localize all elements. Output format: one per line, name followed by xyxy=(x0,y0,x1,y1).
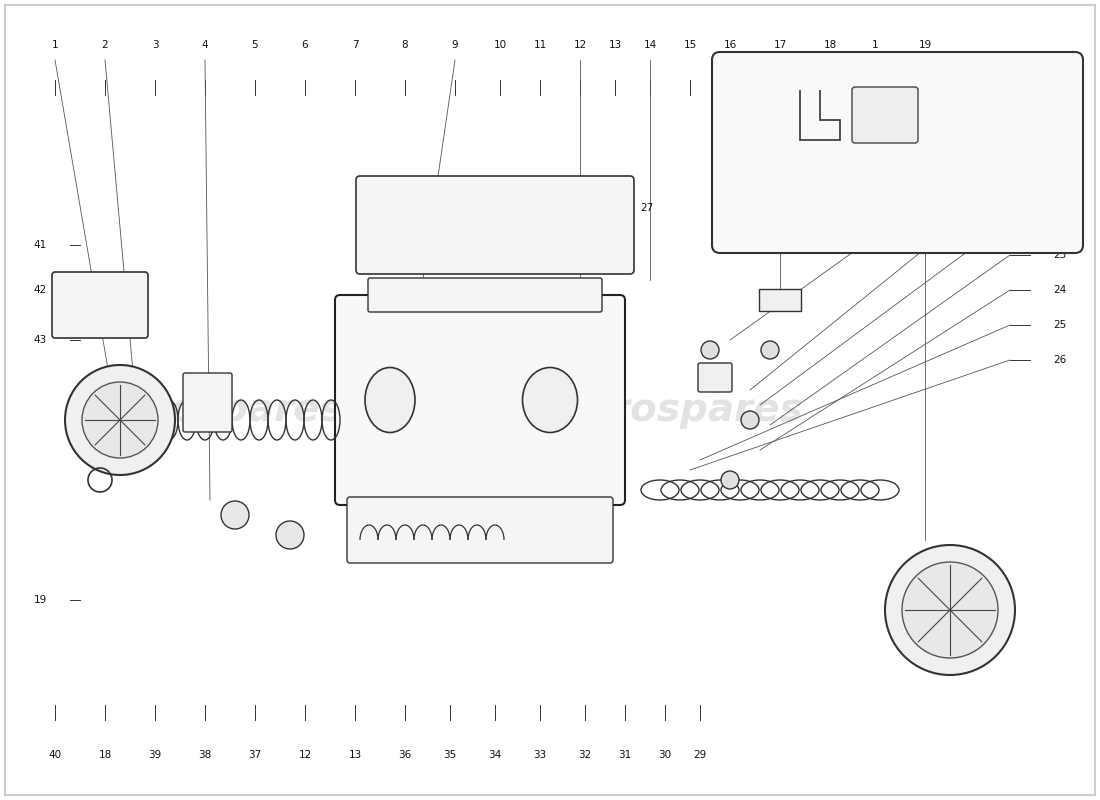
Circle shape xyxy=(902,562,998,658)
Text: 16: 16 xyxy=(724,40,737,50)
Text: 31: 31 xyxy=(618,750,631,760)
Text: 6: 6 xyxy=(301,40,308,50)
Text: 23: 23 xyxy=(1054,250,1067,260)
FancyBboxPatch shape xyxy=(346,497,613,563)
FancyBboxPatch shape xyxy=(852,87,918,143)
FancyBboxPatch shape xyxy=(698,363,732,392)
Text: 1: 1 xyxy=(871,40,878,50)
Circle shape xyxy=(761,341,779,359)
Text: 4: 4 xyxy=(201,40,208,50)
Text: 17: 17 xyxy=(773,40,786,50)
Text: 22: 22 xyxy=(1054,215,1067,225)
FancyBboxPatch shape xyxy=(52,272,148,338)
Text: 35: 35 xyxy=(443,750,456,760)
Text: 12: 12 xyxy=(573,40,586,50)
FancyBboxPatch shape xyxy=(368,278,602,312)
Circle shape xyxy=(701,341,719,359)
Text: For cars with radio set: For cars with radio set xyxy=(826,182,975,194)
FancyBboxPatch shape xyxy=(183,373,232,432)
Text: 36: 36 xyxy=(398,750,411,760)
Text: 38: 38 xyxy=(198,750,211,760)
Text: 20: 20 xyxy=(1054,135,1067,145)
Text: 2: 2 xyxy=(101,40,108,50)
Ellipse shape xyxy=(522,367,578,433)
Text: 27: 27 xyxy=(640,203,653,213)
Text: 26: 26 xyxy=(1054,355,1067,365)
Text: 19: 19 xyxy=(33,595,46,605)
Circle shape xyxy=(82,382,158,458)
FancyBboxPatch shape xyxy=(356,176,634,274)
Text: 41: 41 xyxy=(33,240,46,250)
Text: 13: 13 xyxy=(608,40,622,50)
Text: 37: 37 xyxy=(249,750,262,760)
Text: 5: 5 xyxy=(252,40,258,50)
Text: 33: 33 xyxy=(534,750,547,760)
Text: 39: 39 xyxy=(148,750,162,760)
Text: 7: 7 xyxy=(352,40,359,50)
Circle shape xyxy=(720,471,739,489)
Text: 32: 32 xyxy=(579,750,592,760)
Text: 29: 29 xyxy=(693,750,706,760)
Text: 43: 43 xyxy=(33,335,46,345)
Circle shape xyxy=(65,365,175,475)
Circle shape xyxy=(276,521,304,549)
Text: Per vetture con autoradio: Per vetture con autoradio xyxy=(815,158,986,171)
Text: eurospares: eurospares xyxy=(557,391,803,429)
FancyBboxPatch shape xyxy=(759,289,801,311)
Text: 8: 8 xyxy=(402,40,408,50)
Text: 28: 28 xyxy=(783,175,796,185)
Text: 34: 34 xyxy=(488,750,502,760)
Text: 25: 25 xyxy=(1054,320,1067,330)
Text: 1: 1 xyxy=(52,40,58,50)
Text: 18: 18 xyxy=(824,40,837,50)
Text: 42: 42 xyxy=(33,285,46,295)
Text: 12: 12 xyxy=(298,750,311,760)
Text: 3: 3 xyxy=(152,40,158,50)
Text: 15: 15 xyxy=(683,40,696,50)
Text: 24: 24 xyxy=(1054,285,1067,295)
Text: 14: 14 xyxy=(644,40,657,50)
Circle shape xyxy=(741,411,759,429)
Text: 11: 11 xyxy=(534,40,547,50)
Circle shape xyxy=(886,545,1015,675)
Text: 30: 30 xyxy=(659,750,672,760)
Text: 18: 18 xyxy=(98,750,111,760)
Ellipse shape xyxy=(365,367,415,433)
Circle shape xyxy=(221,501,249,529)
Text: eurospares: eurospares xyxy=(97,391,343,429)
Text: 9: 9 xyxy=(452,40,459,50)
Text: 40: 40 xyxy=(48,750,62,760)
Text: 13: 13 xyxy=(349,750,362,760)
Text: 10: 10 xyxy=(494,40,507,50)
FancyBboxPatch shape xyxy=(336,295,625,505)
Text: 21: 21 xyxy=(1054,175,1067,185)
Text: 19: 19 xyxy=(918,40,932,50)
FancyBboxPatch shape xyxy=(712,52,1084,253)
